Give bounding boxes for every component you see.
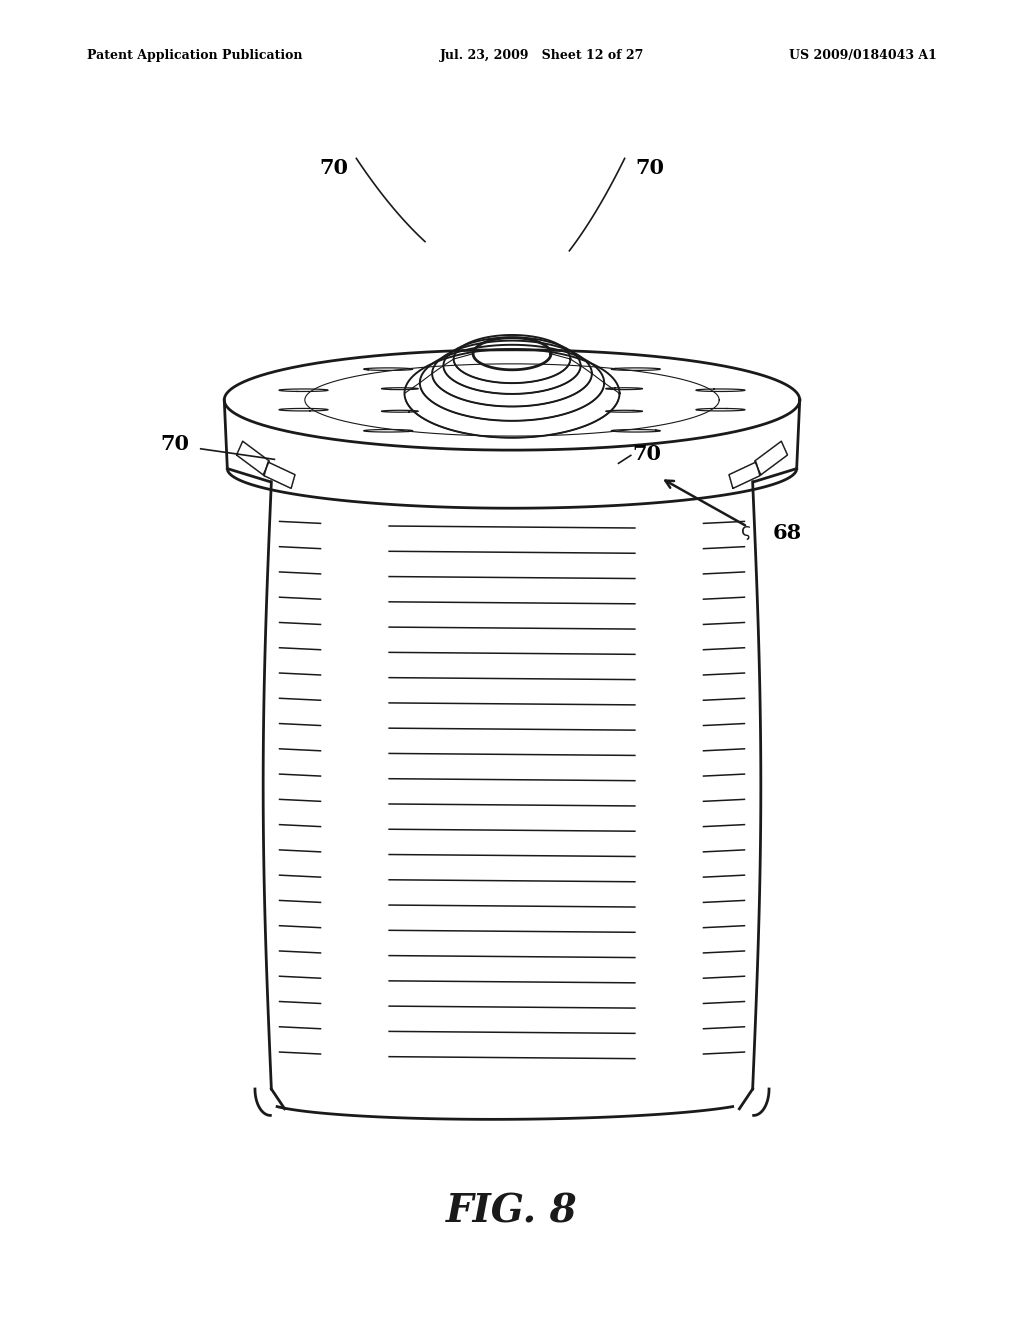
Text: US 2009/0184043 A1: US 2009/0184043 A1: [790, 49, 937, 62]
Text: 70: 70: [635, 157, 664, 178]
Text: 70: 70: [319, 157, 348, 178]
Polygon shape: [755, 441, 787, 475]
Text: Jul. 23, 2009   Sheet 12 of 27: Jul. 23, 2009 Sheet 12 of 27: [440, 49, 645, 62]
Text: 70: 70: [633, 444, 662, 465]
Text: FIG. 8: FIG. 8: [446, 1193, 578, 1230]
Polygon shape: [729, 462, 760, 488]
Polygon shape: [237, 441, 269, 475]
Text: $\mathsf{\varsigma}$: $\mathsf{\varsigma}$: [739, 524, 751, 543]
Text: 68: 68: [773, 523, 802, 544]
Polygon shape: [264, 462, 295, 488]
Text: 70: 70: [161, 433, 189, 454]
Text: Patent Application Publication: Patent Application Publication: [87, 49, 302, 62]
